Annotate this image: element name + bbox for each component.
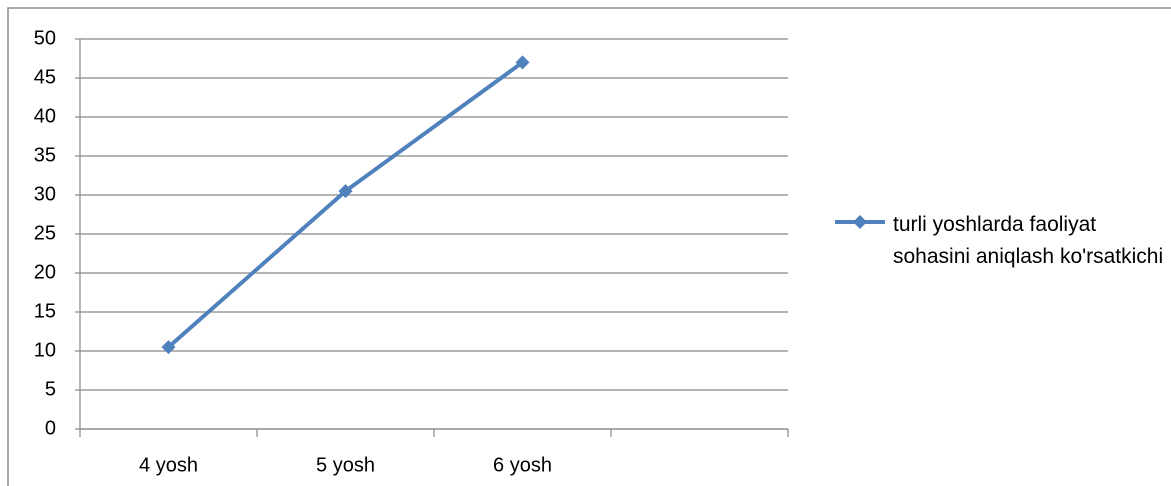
y-tick-label: 50 [34,27,56,49]
legend-marker [853,215,867,229]
y-tick-label: 20 [34,261,56,283]
y-tick-label: 45 [34,66,56,88]
y-tick-label: 40 [34,105,56,127]
data-point [515,55,530,70]
y-tick-label: 15 [34,300,56,322]
y-tick-label: 0 [45,417,56,439]
y-tick-label: 30 [34,183,56,205]
x-tick-label: 5 yosh [316,454,375,476]
series-line [167,60,524,349]
x-tick-label: 4 yosh [139,454,198,476]
y-tick-label: 25 [34,222,56,244]
chart-border [7,7,1171,486]
y-tick-label: 35 [34,144,56,166]
legend-label: turli yoshlarda faoliyat sohasini aniqla… [893,213,1164,268]
data-point [338,184,353,199]
x-tick-label: 6 yosh [493,454,552,476]
data-point [161,340,176,355]
y-tick-label: 10 [34,339,56,361]
y-tick-label: 5 [45,378,56,400]
